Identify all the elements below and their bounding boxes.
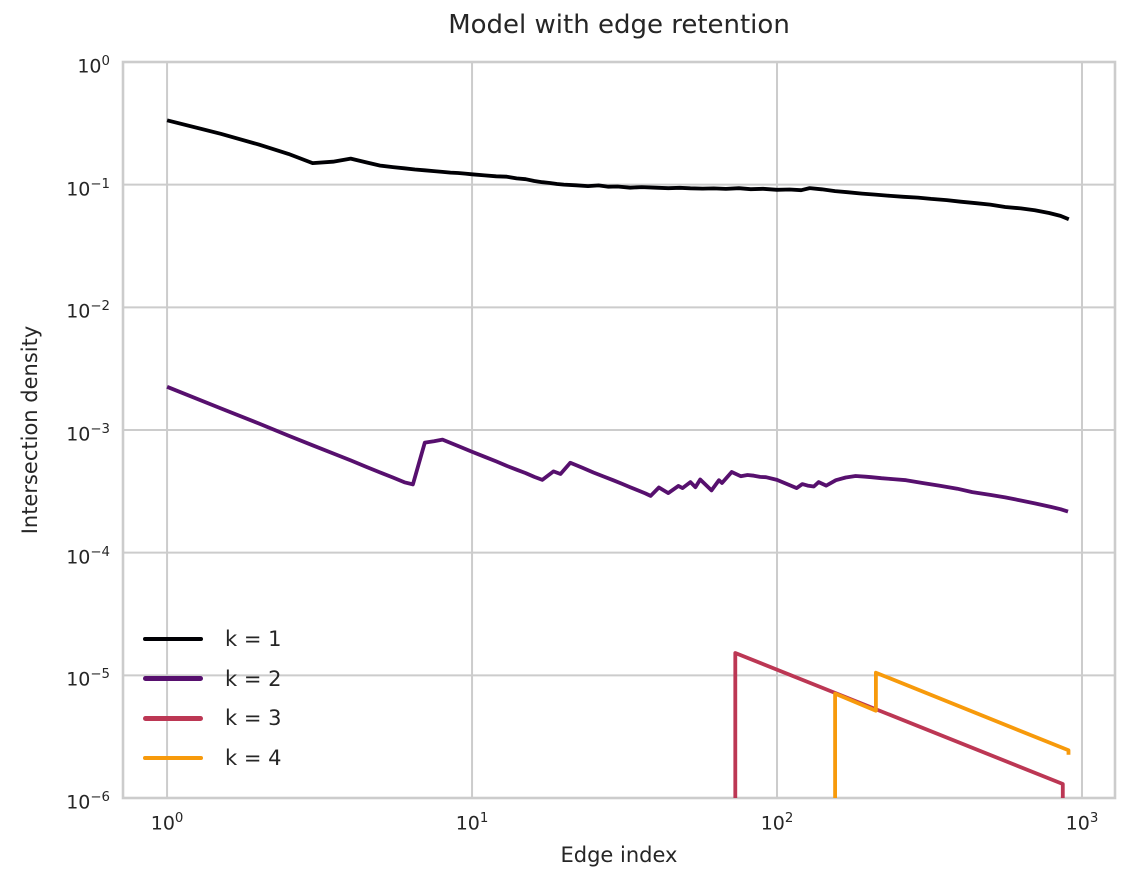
legend-swatch — [143, 676, 203, 681]
y-tick-label: 10−2 — [66, 299, 110, 323]
series-line-k=1 — [166, 118, 1070, 222]
x-tick-label: 101 — [455, 811, 489, 835]
legend-item: k = 3 — [143, 698, 281, 738]
legend-swatch — [143, 636, 203, 642]
series-line-k=2 — [166, 385, 1069, 514]
y-tick-label: 100 — [77, 54, 110, 78]
x-axis-label: Edge index — [560, 843, 678, 867]
y-tick-label: 10−4 — [66, 544, 110, 568]
legend-label: k = 2 — [225, 666, 282, 691]
legend-item: k = 1 — [143, 619, 281, 659]
series-line-k=3 — [733, 651, 1065, 798]
y-tick-label: 10−5 — [66, 667, 110, 691]
legend-item: k = 2 — [143, 659, 281, 699]
x-tick-label: 102 — [760, 811, 794, 835]
x-tick-label: 100 — [150, 811, 184, 835]
plot-border — [121, 60, 1117, 800]
y-tick-label: 10−6 — [66, 790, 110, 814]
legend-label: k = 1 — [225, 627, 282, 651]
legend-label: k = 3 — [225, 706, 282, 731]
chart-title: Model with edge retention — [448, 10, 790, 40]
series-line-k=4 — [833, 670, 1071, 798]
legend-item: k = 4 — [143, 738, 281, 778]
y-tick-label: 10−3 — [66, 422, 110, 446]
legend-swatch — [143, 755, 203, 761]
y-tick-label: 10−1 — [66, 176, 110, 200]
legend-label: k = 4 — [225, 746, 282, 771]
legend-swatch — [143, 716, 203, 721]
x-tick-label: 103 — [1065, 811, 1099, 835]
